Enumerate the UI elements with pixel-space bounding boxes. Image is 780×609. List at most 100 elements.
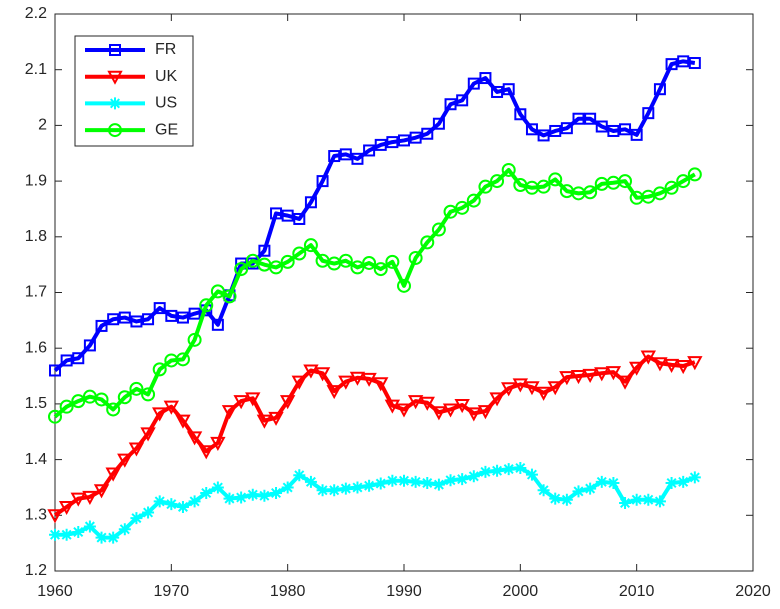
- marker: [210, 436, 226, 451]
- marker: [456, 473, 469, 486]
- marker: [549, 124, 562, 137]
- marker: [165, 498, 178, 511]
- marker: [314, 367, 331, 382]
- marker: [547, 381, 563, 396]
- marker: [258, 244, 271, 257]
- marker: [514, 108, 527, 121]
- marker: [339, 482, 352, 495]
- marker: [396, 403, 412, 418]
- marker: [502, 83, 515, 96]
- marker: [373, 262, 388, 277]
- marker: [665, 476, 678, 489]
- marker: [350, 260, 365, 275]
- marker: [258, 489, 271, 502]
- marker: [642, 107, 655, 120]
- marker: [187, 332, 202, 347]
- marker: [210, 284, 225, 299]
- y-tick-label: 1.2: [25, 562, 47, 579]
- marker: [328, 484, 341, 497]
- legend-label: GE: [155, 121, 178, 138]
- y-tick-label: 2.1: [25, 61, 47, 78]
- marker: [386, 474, 399, 487]
- y-tick-label: 2.2: [25, 5, 47, 22]
- marker: [605, 366, 622, 381]
- marker: [617, 375, 633, 390]
- marker: [256, 414, 273, 429]
- marker: [397, 278, 411, 293]
- marker: [163, 400, 180, 415]
- marker: [303, 238, 318, 253]
- marker: [281, 481, 294, 494]
- marker: [49, 528, 61, 541]
- marker: [665, 58, 678, 71]
- marker: [130, 315, 143, 328]
- marker: [572, 485, 585, 498]
- marker: [281, 209, 294, 222]
- marker: [70, 492, 86, 507]
- marker: [594, 367, 610, 382]
- legend-label: US: [155, 95, 177, 112]
- x-tick-label: 2010: [619, 583, 655, 600]
- marker: [466, 193, 481, 208]
- marker: [60, 354, 73, 367]
- y-tick-label: 1.9: [25, 172, 47, 189]
- marker: [607, 124, 620, 137]
- marker: [444, 474, 457, 487]
- marker: [582, 368, 598, 384]
- marker: [628, 361, 645, 376]
- marker: [109, 44, 121, 56]
- marker: [432, 117, 445, 130]
- marker: [385, 254, 400, 269]
- marker: [535, 386, 552, 401]
- marker: [677, 475, 690, 488]
- legend-label: UK: [155, 68, 178, 85]
- marker: [652, 357, 668, 372]
- marker: [316, 175, 329, 188]
- marker: [570, 370, 587, 385]
- x-tick-label: 1970: [154, 583, 190, 600]
- marker: [211, 318, 224, 331]
- marker: [198, 445, 214, 460]
- marker: [502, 463, 515, 476]
- marker: [408, 250, 423, 265]
- marker: [362, 255, 377, 270]
- marker: [60, 528, 73, 541]
- marker: [221, 405, 238, 420]
- marker: [478, 179, 493, 194]
- marker: [595, 120, 608, 133]
- y-tick-label: 1.8: [25, 228, 47, 245]
- marker: [223, 492, 236, 505]
- marker: [270, 207, 283, 220]
- marker: [106, 402, 121, 417]
- x-tick-label: 2000: [503, 583, 539, 600]
- marker: [687, 167, 702, 182]
- marker: [630, 493, 643, 506]
- marker: [47, 509, 63, 524]
- marker: [351, 481, 364, 494]
- marker: [583, 185, 598, 200]
- marker: [175, 352, 190, 367]
- marker: [118, 523, 131, 536]
- y-tick-label: 1.7: [25, 284, 47, 301]
- marker: [455, 200, 470, 215]
- marker: [432, 478, 445, 491]
- marker: [316, 484, 329, 497]
- data-line: [53, 354, 696, 517]
- marker: [188, 307, 201, 320]
- marker: [222, 289, 237, 304]
- marker: [326, 385, 342, 400]
- marker: [59, 399, 74, 414]
- marker: [142, 313, 155, 326]
- x-tick-label: 1960: [37, 583, 73, 600]
- marker: [142, 506, 155, 519]
- marker: [374, 477, 387, 490]
- marker: [292, 246, 307, 261]
- marker: [280, 254, 295, 269]
- marker: [512, 378, 529, 393]
- marker: [687, 356, 703, 371]
- marker: [619, 497, 632, 510]
- marker: [664, 180, 679, 195]
- marker: [467, 77, 480, 90]
- marker: [279, 395, 296, 410]
- y-tick-label: 1.3: [25, 507, 47, 524]
